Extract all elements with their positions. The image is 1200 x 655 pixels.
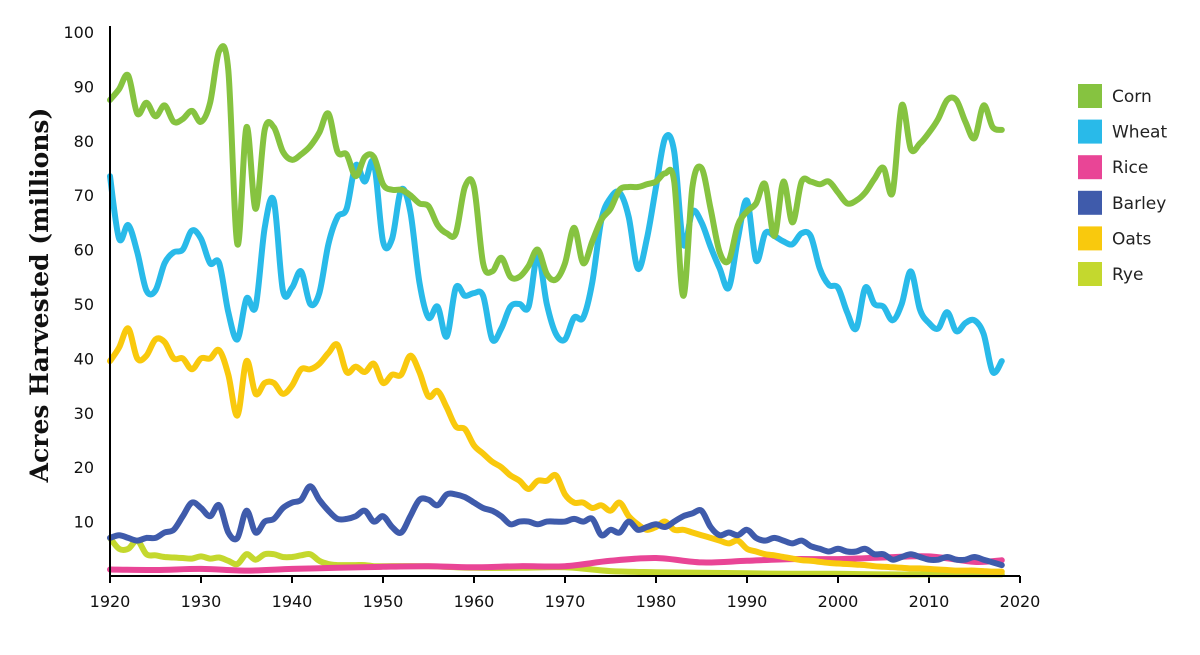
y-tick-label: 60 [74,241,94,260]
axes [109,26,1020,577]
legend-label-corn: Corn [1112,87,1152,107]
x-tick-label: 2020 [1000,592,1041,611]
series-line-barley [107,483,1005,569]
x-tick-label: 1990 [727,592,768,611]
series-line-rice [107,553,1005,574]
legend-label-rye: Rye [1112,265,1143,285]
legend-swatch-oats [1078,226,1102,251]
y-tick-label: 80 [74,132,94,151]
y-tick-label: 100 [63,23,94,42]
legend-swatch-corn [1078,84,1102,108]
legend-swatch-rye [1078,262,1102,286]
y-axis-ticks: 10 20 30 40 50 60 70 80 90 100 [63,23,94,532]
x-tick-label: 1980 [636,592,677,611]
x-tick-label: 1920 [90,592,131,611]
x-axis-ticks: 1920 1930 1940 1950 1960 1970 1980 1990 2000 2010… [90,576,1041,611]
y-tick-label: 50 [74,295,94,314]
x-tick-label: 1950 [363,592,404,611]
series-lines [107,43,1005,578]
series-line-oats [107,325,1005,575]
legend-swatch-barley [1078,190,1102,215]
y-tick-label: 30 [74,404,94,423]
x-tick-label: 1960 [454,592,495,611]
series-line-rye [107,534,1005,578]
x-tick-label: 1930 [181,592,222,611]
y-tick-label: 90 [74,77,94,96]
y-tick-label: 20 [74,458,94,477]
legend-swatch-wheat [1078,119,1102,144]
legend-label-barley: Barley [1112,194,1166,214]
y-tick-label: 70 [74,186,94,205]
series-line-corn [107,43,1005,299]
legend-label-oats: Oats [1112,229,1151,249]
legend-swatch-rice [1078,155,1102,180]
x-tick-label: 1940 [272,592,313,611]
series-line-wheat [107,132,1005,376]
legend-label-rice: Rice [1112,158,1148,178]
y-axis-title: Acres Harvested (millions) [25,108,54,484]
legend: Corn Wheat Rice Barley Oats Rye [1078,84,1167,286]
y-axis-title-group: Acres Harvested (millions) [25,108,54,484]
legend-label-wheat: Wheat [1112,123,1167,143]
x-tick-label: 1970 [545,592,586,611]
x-tick-label: 2000 [818,592,859,611]
x-tick-label: 2010 [909,592,950,611]
y-tick-label: 10 [74,513,94,532]
y-tick-label: 40 [74,349,94,368]
